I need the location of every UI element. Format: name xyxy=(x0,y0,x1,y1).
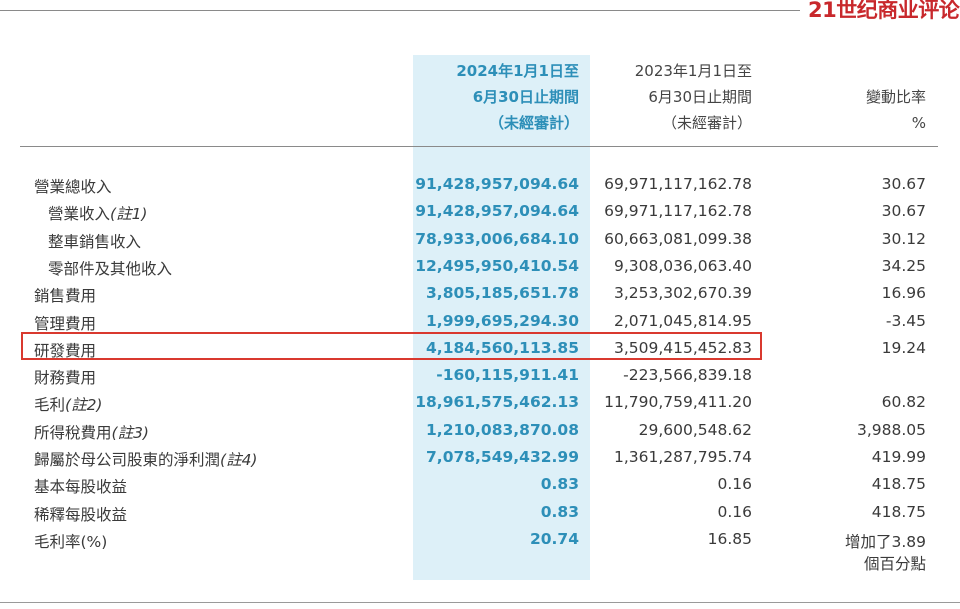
row-note: (註4) xyxy=(220,451,258,469)
row-label: 稀釋每股收益 xyxy=(34,505,128,524)
row-label: 毛利率(%) xyxy=(34,532,108,551)
table-row: 營業收入(註1) 91,428,957,094.64 69,971,117,162.… xyxy=(0,200,960,227)
rd-expense-highlight-box xyxy=(21,332,762,360)
row-label: 歸屬於母公司股東的淨利潤(註4) xyxy=(34,451,258,469)
row-label: 零部件及其他收入 xyxy=(48,259,173,278)
row-note: (註3) xyxy=(111,423,149,442)
table-row: 毛利(註2) 18,961,575,462.13 11,790,759,411.20… xyxy=(0,391,960,418)
row-label: 所得稅費用(註3) xyxy=(34,423,149,442)
row-change-value: 16.96 xyxy=(881,284,926,303)
row-previous-value: 16.85 xyxy=(707,529,752,548)
row-label: 營業收入(註1) xyxy=(48,205,148,224)
row-current-value: -160,115,911.41 xyxy=(436,366,579,385)
row-label: 整車銷售收入 xyxy=(48,232,142,251)
row-change-value: 419.99 xyxy=(871,448,926,466)
table-row: 整車銷售收入 78,933,006,684.10 60,663,081,099.38… xyxy=(0,228,960,255)
bottom-rule xyxy=(0,602,960,603)
row-change-value: 30.67 xyxy=(881,202,926,221)
row-current-value: 4,184,560,113.85 xyxy=(426,338,579,357)
row-note: (註1) xyxy=(110,205,148,224)
row-change-value: 30.67 xyxy=(881,175,926,193)
table-row: 毛利率(%) 20.74 16.85 增加了3.89 xyxy=(0,528,960,555)
row-label: 毛利(註2) xyxy=(34,396,103,415)
row-label: 銷售費用 xyxy=(34,287,97,306)
row-current-value: 91,428,957,094.64 xyxy=(415,175,579,193)
row-previous-value: 2,071,045,814.95 xyxy=(613,311,752,330)
current-period-column-highlight xyxy=(413,55,590,580)
row-label: 營業總收入 xyxy=(34,178,112,196)
row-change-value: -3.45 xyxy=(885,311,926,330)
row-previous-value: 1,361,287,795.74 xyxy=(613,448,752,466)
table-row: 財務費用 -160,115,911.41 -223,566,839.18 xyxy=(0,364,960,391)
row-current-value: 0.83 xyxy=(540,502,579,521)
publisher-logo: 21世纪商业评论 xyxy=(808,0,960,22)
table-row: 銷售費用 3,805,185,651.78 3,253,302,670.39 16.9… xyxy=(0,282,960,309)
row-current-value: 3,805,185,651.78 xyxy=(426,284,579,303)
row-previous-value: 60,663,081,099.38 xyxy=(604,229,752,248)
row-current-value: 12,495,950,410.54 xyxy=(415,256,579,275)
table-row: 基本每股收益 0.83 0.16 418.75 xyxy=(0,473,960,500)
header-change-ratio: 變動比率 % xyxy=(865,88,926,132)
row-previous-value: 69,971,117,162.78 xyxy=(604,175,752,193)
row-previous-value: 9,308,036,063.40 xyxy=(613,256,752,275)
table-row: 營業總收入 91,428,957,094.64 69,971,117,162.78 3… xyxy=(0,173,960,200)
row-previous-value: -223,566,839.18 xyxy=(623,366,752,385)
row-current-value: 1,210,083,870.08 xyxy=(426,420,579,439)
row-current-value: 0.83 xyxy=(540,475,579,494)
row-change-value: 60.82 xyxy=(881,393,926,412)
table-row: 管理費用 1,999,695,294.30 2,071,045,814.95 -3.4… xyxy=(0,310,960,337)
row-label: 管理費用 xyxy=(34,314,97,333)
row-change-value: 34.25 xyxy=(881,256,926,275)
table-row: 零部件及其他收入 12,495,950,410.54 9,308,036,063.4… xyxy=(0,255,960,282)
row-previous-value: 3,253,302,670.39 xyxy=(613,284,752,303)
table-row: 所得稅費用(註3) 1,210,083,870.08 29,600,548.62 3,… xyxy=(0,419,960,446)
row-change-value: 增加了3.89 xyxy=(844,532,926,551)
row-previous-value: 11,790,759,411.20 xyxy=(604,393,752,412)
row-current-value: 18,961,575,462.13 xyxy=(415,393,579,412)
row-current-value: 78,933,006,684.10 xyxy=(415,229,579,248)
table-row: 稀釋每股收益 0.83 0.16 418.75 xyxy=(0,501,960,528)
row-label: 研發費用 xyxy=(34,341,97,360)
table-row: 研發費用 4,184,560,113.85 3,509,415,452.83 19.2… xyxy=(0,337,960,364)
row-change-value: 3,988.05 xyxy=(856,420,926,439)
row-current-value: 91,428,957,094.64 xyxy=(415,202,579,221)
row-previous-value: 69,971,117,162.78 xyxy=(604,202,752,221)
row-current-value: 20.74 xyxy=(529,529,579,548)
row-change-value: 418.75 xyxy=(871,475,926,494)
gross-margin-change-extra: 個百分點 xyxy=(863,555,926,573)
row-previous-value: 0.16 xyxy=(717,502,752,521)
row-change-value: 19.24 xyxy=(881,338,926,357)
top-rule xyxy=(0,10,800,11)
row-change-value: 418.75 xyxy=(871,502,926,521)
header-rule xyxy=(20,146,938,147)
row-change-value: 30.12 xyxy=(881,229,926,248)
row-label: 基本每股收益 xyxy=(34,478,128,497)
row-current-value: 7,078,549,432.99 xyxy=(426,448,579,466)
header-current-period: 2024年1月1日至 6月30日止期間 （未經審計） xyxy=(456,62,579,132)
row-previous-value: 0.16 xyxy=(717,475,752,494)
row-label: 財務費用 xyxy=(34,369,97,388)
row-note: (註2) xyxy=(65,396,103,415)
header-previous-period: 2023年1月1日至 6月30日止期間 （未經審計） xyxy=(634,62,752,132)
row-current-value: 1,999,695,294.30 xyxy=(426,311,579,330)
table-row: 歸屬於母公司股東的淨利潤(註4) 7,078,549,432.99 1,361,28… xyxy=(0,446,960,473)
row-previous-value: 29,600,548.62 xyxy=(638,420,752,439)
row-previous-value: 3,509,415,452.83 xyxy=(613,338,752,357)
